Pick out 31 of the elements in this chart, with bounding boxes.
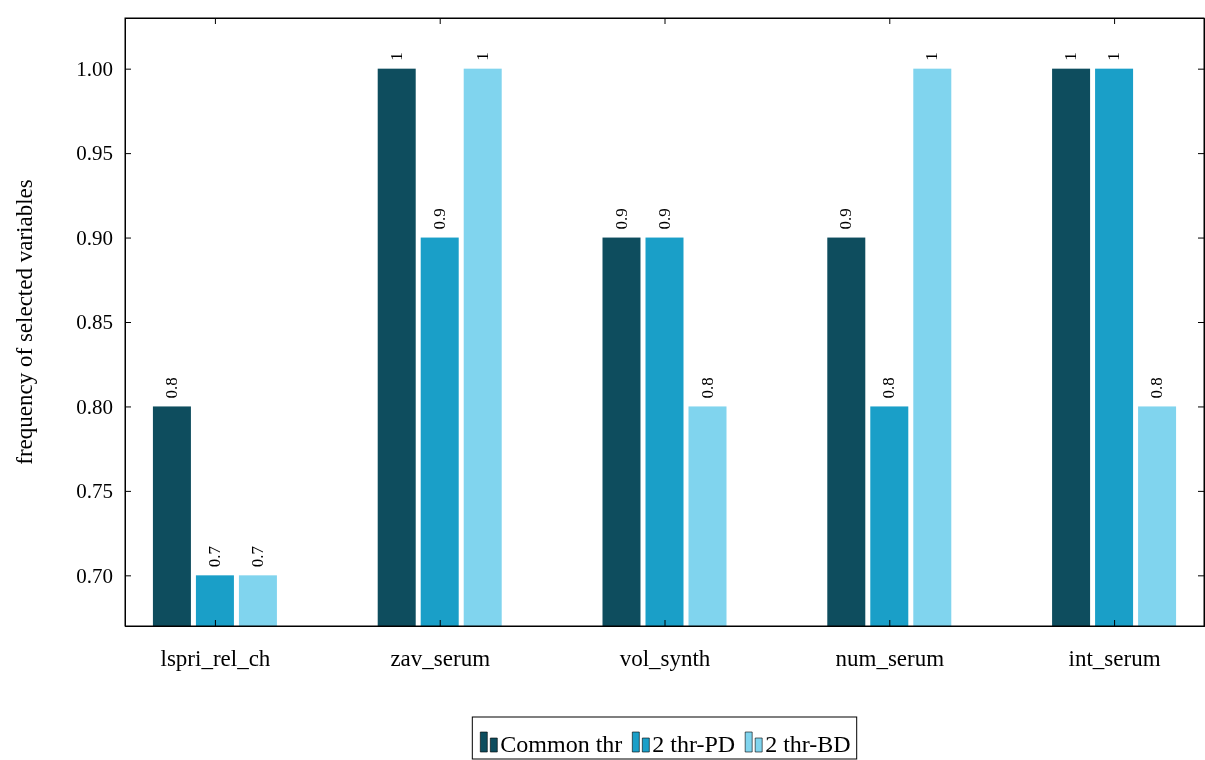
legend-label: Common thr [500,731,623,757]
y-tick-label: 1.00 [76,56,113,81]
data-label: 1 [472,52,492,61]
y-axis-title: frequency of selected variables [12,179,37,465]
x-tick-label: int_serum [1068,645,1161,671]
legend-label: 2 thr-BD [765,731,851,757]
data-label: 0.8 [1147,377,1167,399]
x-tick-label: zav_serum [390,645,491,671]
x-tick-label: num_serum [835,645,945,671]
y-tick-label: 0.70 [76,563,113,588]
data-label: 1 [1061,52,1081,61]
y-tick-label: 0.75 [76,479,113,504]
data-label: 0.9 [429,208,449,230]
y-tick-label: 0.90 [76,225,113,250]
data-label: 0.9 [611,208,631,230]
x-tick-label: vol_synth [619,645,711,671]
data-label: 0.8 [697,377,717,399]
data-label: 0.8 [161,377,181,399]
data-label: 1 [1104,52,1124,61]
y-tick-label: 0.95 [76,141,113,166]
data-label: 0.9 [836,208,856,230]
y-tick-label: 0.85 [76,310,113,335]
x-tick-label: lspri_rel_ch [160,645,271,671]
data-label: 0.7 [247,545,267,568]
data-label: 1 [922,52,942,61]
data-label: 0.7 [204,545,224,568]
data-label: 0.9 [654,208,674,230]
data-label: 0.8 [879,377,899,399]
y-tick-label: 0.80 [76,394,113,419]
data-label: 1 [386,52,406,61]
legend-label: 2 thr-PD [652,731,736,757]
